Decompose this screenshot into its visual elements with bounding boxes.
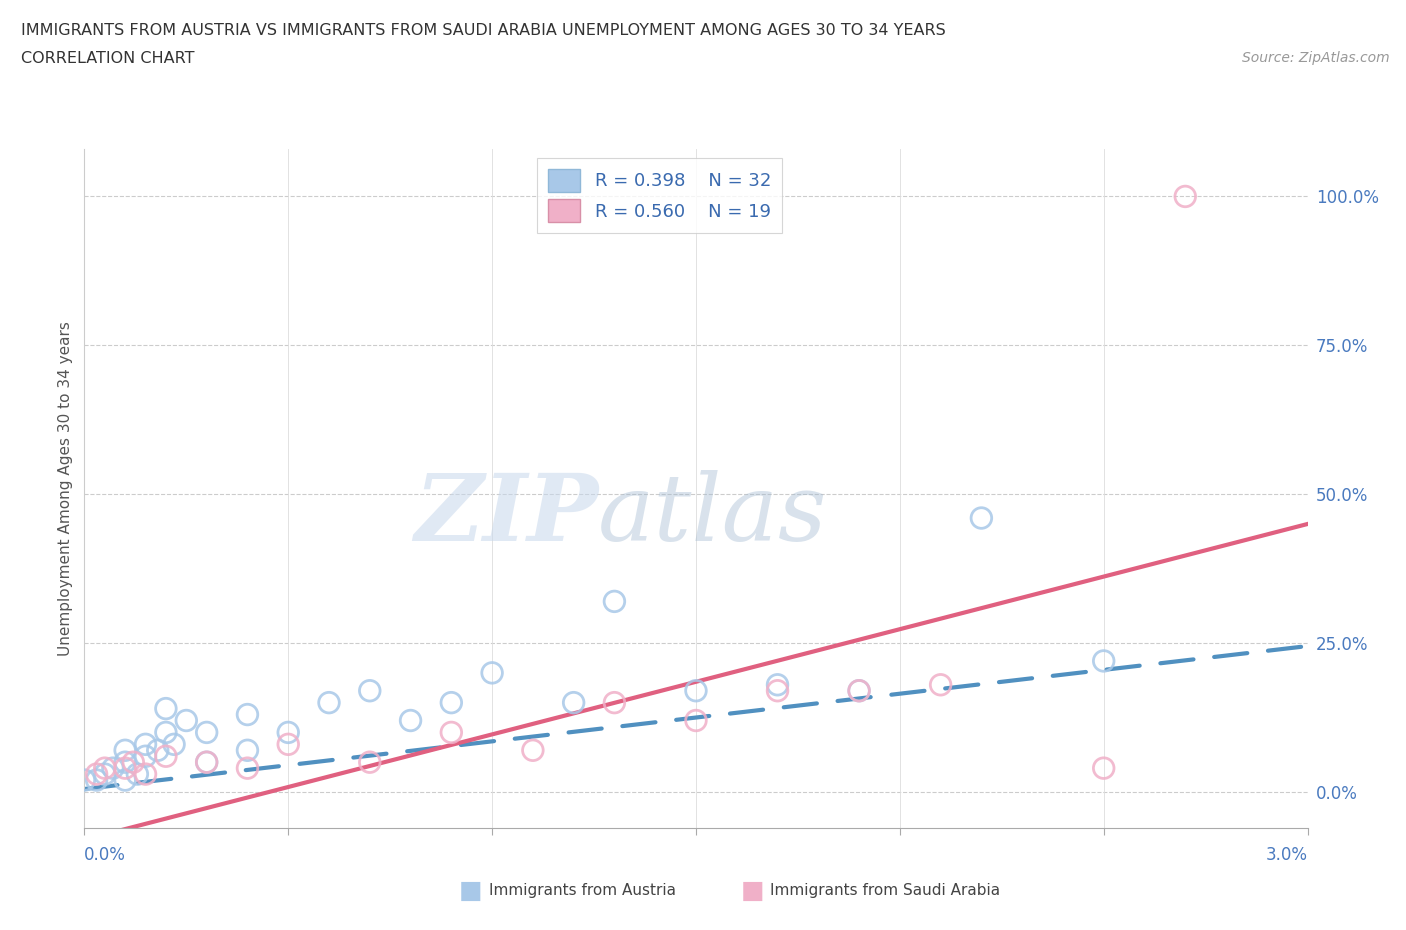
Point [101, 761, 124, 776]
Text: 3.0%: 3.0% [1265, 846, 1308, 864]
Point [440, 696, 463, 711]
Point [86, 773, 108, 788]
Point [195, 755, 218, 770]
Point [236, 743, 259, 758]
Text: IMMIGRANTS FROM AUSTRIA VS IMMIGRANTS FROM SAUDI ARABIA UNEMPLOYMENT AMONG AGES : IMMIGRANTS FROM AUSTRIA VS IMMIGRANTS FR… [21, 23, 946, 38]
Point [603, 594, 626, 609]
Point [970, 511, 993, 525]
Point [277, 725, 299, 740]
Point [195, 755, 218, 770]
Point [114, 743, 136, 758]
Legend: R = 0.398    N = 32, R = 0.560    N = 19: R = 0.398 N = 32, R = 0.560 N = 19 [537, 158, 782, 233]
Point [1092, 761, 1115, 776]
Point [318, 696, 340, 711]
Text: ■: ■ [741, 879, 763, 903]
Point [1092, 654, 1115, 669]
Point [359, 684, 381, 698]
Point [114, 773, 136, 788]
Point [848, 684, 870, 698]
Point [929, 677, 952, 692]
Point [163, 737, 186, 751]
Text: ZIP: ZIP [413, 471, 598, 561]
Point [114, 755, 136, 770]
Text: 0.0%: 0.0% [84, 846, 127, 864]
Point [848, 684, 870, 698]
Point [174, 713, 197, 728]
Text: Source: ZipAtlas.com: Source: ZipAtlas.com [1241, 51, 1389, 65]
Point [562, 696, 585, 711]
Point [114, 761, 136, 776]
Point [236, 761, 259, 776]
Point [195, 725, 218, 740]
Point [135, 766, 157, 781]
Point [1174, 189, 1197, 204]
Text: CORRELATION CHART: CORRELATION CHART [21, 51, 194, 66]
Point [481, 666, 503, 681]
Point [135, 737, 157, 751]
Point [440, 725, 463, 740]
Text: Immigrants from Austria: Immigrants from Austria [489, 884, 676, 898]
Text: atlas: atlas [598, 471, 828, 561]
Point [93, 766, 115, 781]
Text: ■: ■ [460, 879, 482, 903]
Y-axis label: Unemployment Among Ages 30 to 34 years: Unemployment Among Ages 30 to 34 years [58, 321, 73, 656]
Point [146, 743, 169, 758]
Point [127, 766, 149, 781]
Point [766, 684, 789, 698]
Point [135, 749, 157, 764]
Point [685, 684, 707, 698]
Point [522, 743, 544, 758]
Point [86, 766, 108, 781]
Point [155, 701, 177, 716]
Point [685, 713, 707, 728]
Point [766, 677, 789, 692]
Point [277, 737, 299, 751]
Point [359, 755, 381, 770]
Point [236, 707, 259, 722]
Text: Immigrants from Saudi Arabia: Immigrants from Saudi Arabia [770, 884, 1001, 898]
Point [603, 696, 626, 711]
Point [155, 749, 177, 764]
Point [73, 773, 96, 788]
Point [93, 761, 115, 776]
Point [155, 725, 177, 740]
Point [399, 713, 422, 728]
Point [122, 755, 145, 770]
